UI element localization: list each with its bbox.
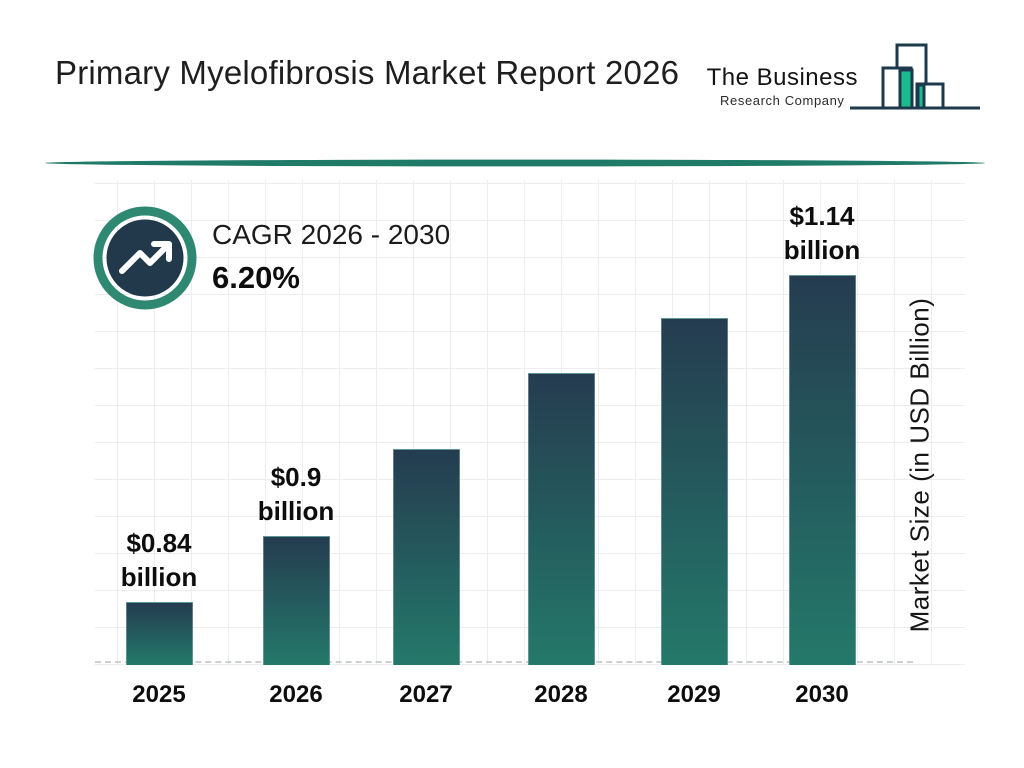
x-tick-2025: 2025 bbox=[132, 681, 186, 708]
x-tick-2029: 2029 bbox=[667, 681, 721, 708]
x-axis-baseline bbox=[95, 661, 913, 663]
x-tick-2028: 2028 bbox=[534, 681, 588, 708]
y-axis-title: Market Size (in USD Billion) bbox=[904, 297, 935, 633]
skyline-bars-icon bbox=[850, 43, 980, 110]
bar-2028 bbox=[527, 373, 595, 665]
x-tick-2027: 2027 bbox=[399, 681, 453, 708]
logo-company-name: The Business bbox=[706, 64, 858, 91]
bar-2027 bbox=[392, 449, 460, 665]
bar-2030 bbox=[788, 275, 856, 665]
bar-2025 bbox=[125, 602, 193, 665]
value-label-2025: $0.84 billion bbox=[120, 528, 198, 592]
logo-text: The Business Research Company bbox=[707, 64, 858, 108]
bar-chart: $0.84 billion 2025 $0.9 billion 2026 2027 202… bbox=[95, 180, 965, 708]
value-label-2026: $0.9 billion bbox=[257, 462, 335, 526]
bar-2029 bbox=[660, 318, 728, 665]
bar-2026 bbox=[262, 536, 330, 665]
cagr-value: 6.20% bbox=[212, 260, 300, 295]
cagr-period-label: CAGR 2026 - 2030 bbox=[212, 219, 451, 250]
page-title: Primary Myelofibrosis Market Report 2026 bbox=[55, 54, 680, 91]
company-logo: The Business Research Company bbox=[707, 40, 980, 125]
logo-company-subtitle: Research Company bbox=[720, 93, 845, 108]
x-tick-2030: 2030 bbox=[795, 681, 849, 708]
value-label-2030: $1.14 billion bbox=[783, 201, 861, 265]
trend-up-badge-icon bbox=[93, 206, 197, 310]
x-tick-2026: 2026 bbox=[269, 681, 323, 708]
tapered-divider bbox=[45, 159, 985, 167]
